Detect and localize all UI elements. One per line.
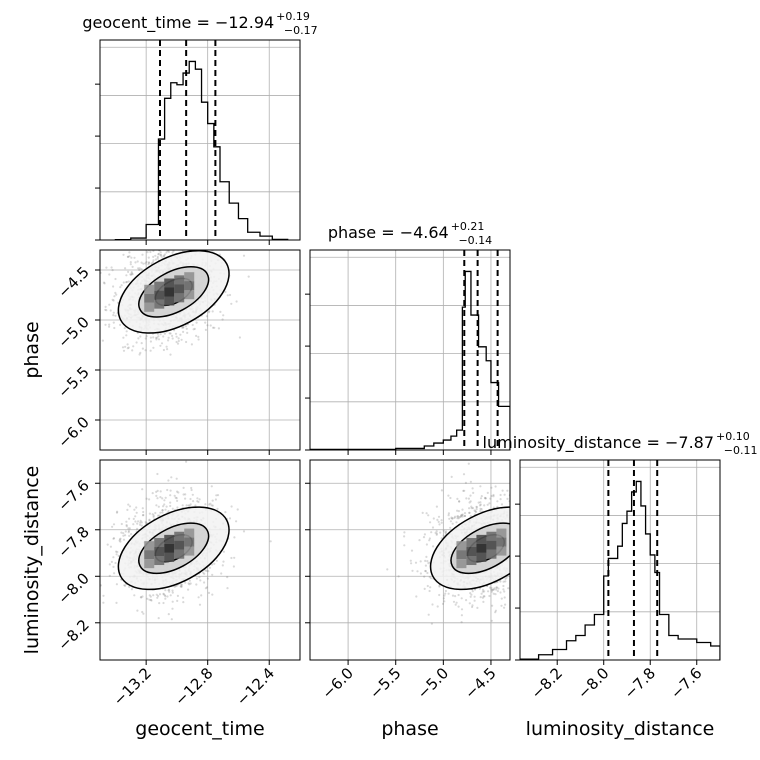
density-cell	[144, 293, 155, 303]
density-cell	[154, 538, 165, 548]
density-cell	[486, 540, 497, 550]
y-tick-label: −7.6	[54, 476, 92, 514]
density-cell	[456, 541, 467, 551]
density-cell	[144, 559, 155, 569]
density-cell	[466, 538, 477, 548]
density-cell	[476, 543, 487, 553]
density-cell	[184, 272, 195, 282]
y-tick-label: −5.5	[54, 363, 92, 401]
x-tick-label: −6.0	[318, 664, 356, 702]
density-cell	[174, 293, 185, 303]
density-cell	[144, 284, 155, 294]
x-tick-label: −7.8	[621, 664, 659, 702]
density-cell	[456, 550, 467, 560]
panel-background	[100, 40, 300, 240]
panel-frame	[519, 459, 721, 661]
density-cell	[496, 546, 507, 556]
density-cell	[154, 290, 165, 300]
density-cell	[174, 549, 185, 559]
panel-histogram-0-0: geocent_time = −12.94 +0.19 −0.17	[82, 10, 318, 245]
histogram-luminosity_distance	[520, 480, 720, 660]
y-tick-label: −8.2	[54, 616, 92, 654]
density-cell	[154, 281, 165, 291]
x-axis-label-luminosity_distance: luminosity_distance	[526, 718, 715, 740]
x-tick-label: −5.5	[366, 664, 404, 702]
density-cell	[164, 552, 175, 562]
density-cell	[486, 549, 497, 559]
x-tick-label: −12.8	[171, 664, 216, 709]
panel-title-luminosity_distance: luminosity_distance = −7.87 +0.10 −0.11	[483, 430, 758, 457]
y-axis-label-phase: phase	[21, 321, 43, 378]
density-cell	[184, 537, 195, 547]
panel-title-phase: phase = −4.64 +0.21 −0.14	[328, 220, 492, 247]
x-tick-label: −8.0	[574, 664, 612, 702]
density-cell	[154, 547, 165, 557]
panel-frame	[309, 459, 511, 661]
density-cell	[174, 275, 185, 285]
density-cell	[476, 534, 487, 544]
density-cell	[476, 552, 487, 562]
y-tick-label: −5.0	[54, 313, 92, 351]
x-axis-label-geocent_time: geocent_time	[135, 718, 264, 740]
histogram-phase	[310, 270, 510, 450]
density-cell	[496, 537, 507, 547]
density-cell	[174, 531, 185, 541]
density-cell	[164, 296, 175, 306]
x-tick-label: −12.4	[233, 664, 278, 709]
x-axis-label-phase: phase	[381, 718, 438, 740]
density-cell	[154, 556, 165, 566]
density-cell	[164, 543, 175, 553]
density-cell	[144, 302, 155, 312]
panel-frame	[99, 249, 301, 451]
density-cell	[456, 559, 467, 569]
panel-frame	[99, 39, 301, 241]
x-tick-label: −13.2	[110, 664, 155, 709]
density-cell	[174, 284, 185, 294]
y-axis-label-luminosity_distance: luminosity_distance	[21, 466, 43, 655]
panel-histogram-1-1: phase = −4.64 +0.21 −0.14	[305, 220, 511, 455]
x-tick-label: −8.2	[528, 664, 566, 702]
density-cell	[144, 541, 155, 551]
density-cell	[184, 528, 195, 538]
density-cell	[184, 290, 195, 300]
panel-scatter2d-2-0: −13.2 −12.8 −12.4 −8.2 −8.0 −7.8 −7.6	[54, 459, 301, 709]
density-cell	[154, 299, 165, 309]
density-cell	[144, 550, 155, 560]
y-tick-label: −6.0	[54, 413, 92, 451]
y-tick-label: −4.5	[54, 263, 92, 301]
density-cell	[486, 531, 497, 541]
density-cell	[164, 534, 175, 544]
density-cell	[466, 547, 477, 557]
density-cell	[164, 278, 175, 288]
x-tick-label: −4.5	[461, 664, 499, 702]
density-cell	[496, 528, 507, 538]
density-cell	[164, 287, 175, 297]
panel-scatter2d-1-0: −6.0 −5.5 −5.0 −4.5	[54, 249, 301, 455]
density-cell	[174, 540, 185, 550]
panel-frame	[99, 459, 301, 661]
panel-frame	[309, 249, 511, 451]
x-tick-label: −7.6	[667, 664, 705, 702]
panel-histogram-2-2: luminosity_distance = −7.87 +0.10 −0.11 −8.…	[483, 430, 758, 703]
y-tick-label: −8.0	[54, 569, 92, 607]
x-tick-label: −5.0	[414, 664, 452, 702]
density-cell	[466, 556, 477, 566]
density-cell	[184, 281, 195, 291]
panel-background	[520, 460, 720, 660]
panel-title-geocent_time: geocent_time = −12.94 +0.19 −0.17	[82, 10, 317, 37]
panel-background	[310, 250, 510, 450]
y-tick-label: −7.8	[54, 523, 92, 561]
density-cell	[184, 546, 195, 556]
histogram-geocent_time	[114, 60, 289, 240]
